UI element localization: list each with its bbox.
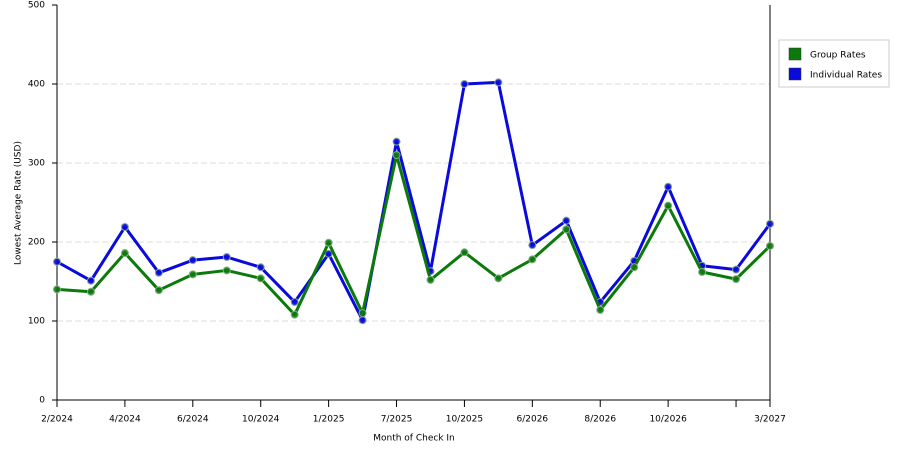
- data-point: [460, 80, 469, 88]
- data-point: [290, 310, 299, 319]
- data-point: [256, 263, 265, 272]
- data-point: [188, 270, 197, 279]
- y-tick-label: 400: [28, 80, 45, 90]
- data-point: [154, 268, 163, 277]
- legend-swatch: [788, 67, 802, 81]
- data-point: [53, 257, 61, 266]
- data-point: [392, 151, 401, 160]
- y-axis-label: Lowest Average Rate (USD): [14, 141, 24, 265]
- data-point: [222, 266, 231, 275]
- y-tick-label: 300: [28, 159, 45, 169]
- y-tick-label: 500: [28, 1, 45, 11]
- data-point: [630, 263, 639, 272]
- y-tick-label: 100: [28, 317, 45, 327]
- data-point: [494, 78, 503, 87]
- data-point: [698, 268, 707, 277]
- data-point: [324, 249, 333, 258]
- data-point: [664, 201, 673, 210]
- data-point: [324, 238, 333, 247]
- data-point: [562, 225, 571, 234]
- x-tick-label: 10/2026: [649, 415, 687, 425]
- data-point: [154, 286, 163, 295]
- data-point: [86, 276, 95, 285]
- x-tick-label: 4/2024: [109, 415, 141, 425]
- x-tick-label: 1/2025: [313, 415, 345, 425]
- data-point: [460, 248, 469, 257]
- data-point: [120, 222, 129, 231]
- data-point: [86, 287, 95, 296]
- x-tick-label: 10/2024: [242, 415, 280, 425]
- x-tick-label: 6/2024: [177, 415, 209, 425]
- x-tick-label: 10/2025: [446, 415, 483, 425]
- data-point: [528, 241, 537, 250]
- data-point: [188, 256, 197, 265]
- data-point: [53, 285, 61, 294]
- data-point: [222, 253, 231, 262]
- data-point: [120, 249, 129, 258]
- series-line: [56, 153, 772, 317]
- data-point: [664, 182, 673, 191]
- x-tick-label: 6/2026: [516, 415, 548, 425]
- series-line: [56, 80, 772, 322]
- legend-label: Individual Rates: [810, 71, 882, 81]
- x-tick-label: 2/2024: [41, 415, 73, 425]
- data-point: [494, 274, 503, 283]
- x-axis-label: Month of Check In: [373, 434, 455, 444]
- y-tick-label: 200: [28, 238, 45, 248]
- data-point: [358, 316, 367, 325]
- data-point: [562, 216, 571, 225]
- data-point: [426, 275, 435, 284]
- x-tick-label: 7/2025: [381, 415, 413, 425]
- x-tick-label: 8/2026: [584, 415, 616, 425]
- data-point: [358, 309, 367, 318]
- data-point: [766, 241, 774, 250]
- data-point: [392, 137, 401, 146]
- legend-swatch: [788, 47, 802, 61]
- data-point: [732, 275, 741, 284]
- data-point: [596, 305, 605, 314]
- x-tick-label: 3/2027: [754, 415, 786, 425]
- y-tick-label: 0: [39, 396, 45, 406]
- data-point: [766, 219, 774, 228]
- data-point: [290, 298, 299, 307]
- data-point: [256, 274, 265, 283]
- data-point: [732, 265, 741, 274]
- legend-label: Group Rates: [810, 51, 866, 61]
- data-point: [528, 255, 537, 264]
